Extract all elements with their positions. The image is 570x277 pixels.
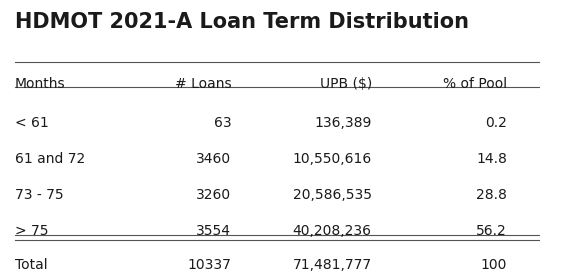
Text: > 75: > 75 [15, 224, 48, 238]
Text: # Loans: # Loans [174, 77, 231, 91]
Text: 71,481,777: 71,481,777 [292, 258, 372, 272]
Text: 3554: 3554 [196, 224, 231, 238]
Text: 10337: 10337 [188, 258, 231, 272]
Text: 63: 63 [214, 116, 231, 130]
Text: 3460: 3460 [196, 152, 231, 166]
Text: 136,389: 136,389 [315, 116, 372, 130]
Text: 73 - 75: 73 - 75 [15, 188, 64, 202]
Text: 56.2: 56.2 [476, 224, 507, 238]
Text: % of Pool: % of Pool [443, 77, 507, 91]
Text: 3260: 3260 [196, 188, 231, 202]
Text: HDMOT 2021-A Loan Term Distribution: HDMOT 2021-A Loan Term Distribution [15, 12, 469, 32]
Text: < 61: < 61 [15, 116, 48, 130]
Text: 14.8: 14.8 [476, 152, 507, 166]
Text: 20,586,535: 20,586,535 [293, 188, 372, 202]
Text: 10,550,616: 10,550,616 [292, 152, 372, 166]
Text: UPB ($): UPB ($) [320, 77, 372, 91]
Text: 0.2: 0.2 [485, 116, 507, 130]
Text: 40,208,236: 40,208,236 [293, 224, 372, 238]
Text: 100: 100 [481, 258, 507, 272]
Text: Months: Months [15, 77, 66, 91]
Text: 28.8: 28.8 [476, 188, 507, 202]
Text: 61 and 72: 61 and 72 [15, 152, 85, 166]
Text: Total: Total [15, 258, 48, 272]
